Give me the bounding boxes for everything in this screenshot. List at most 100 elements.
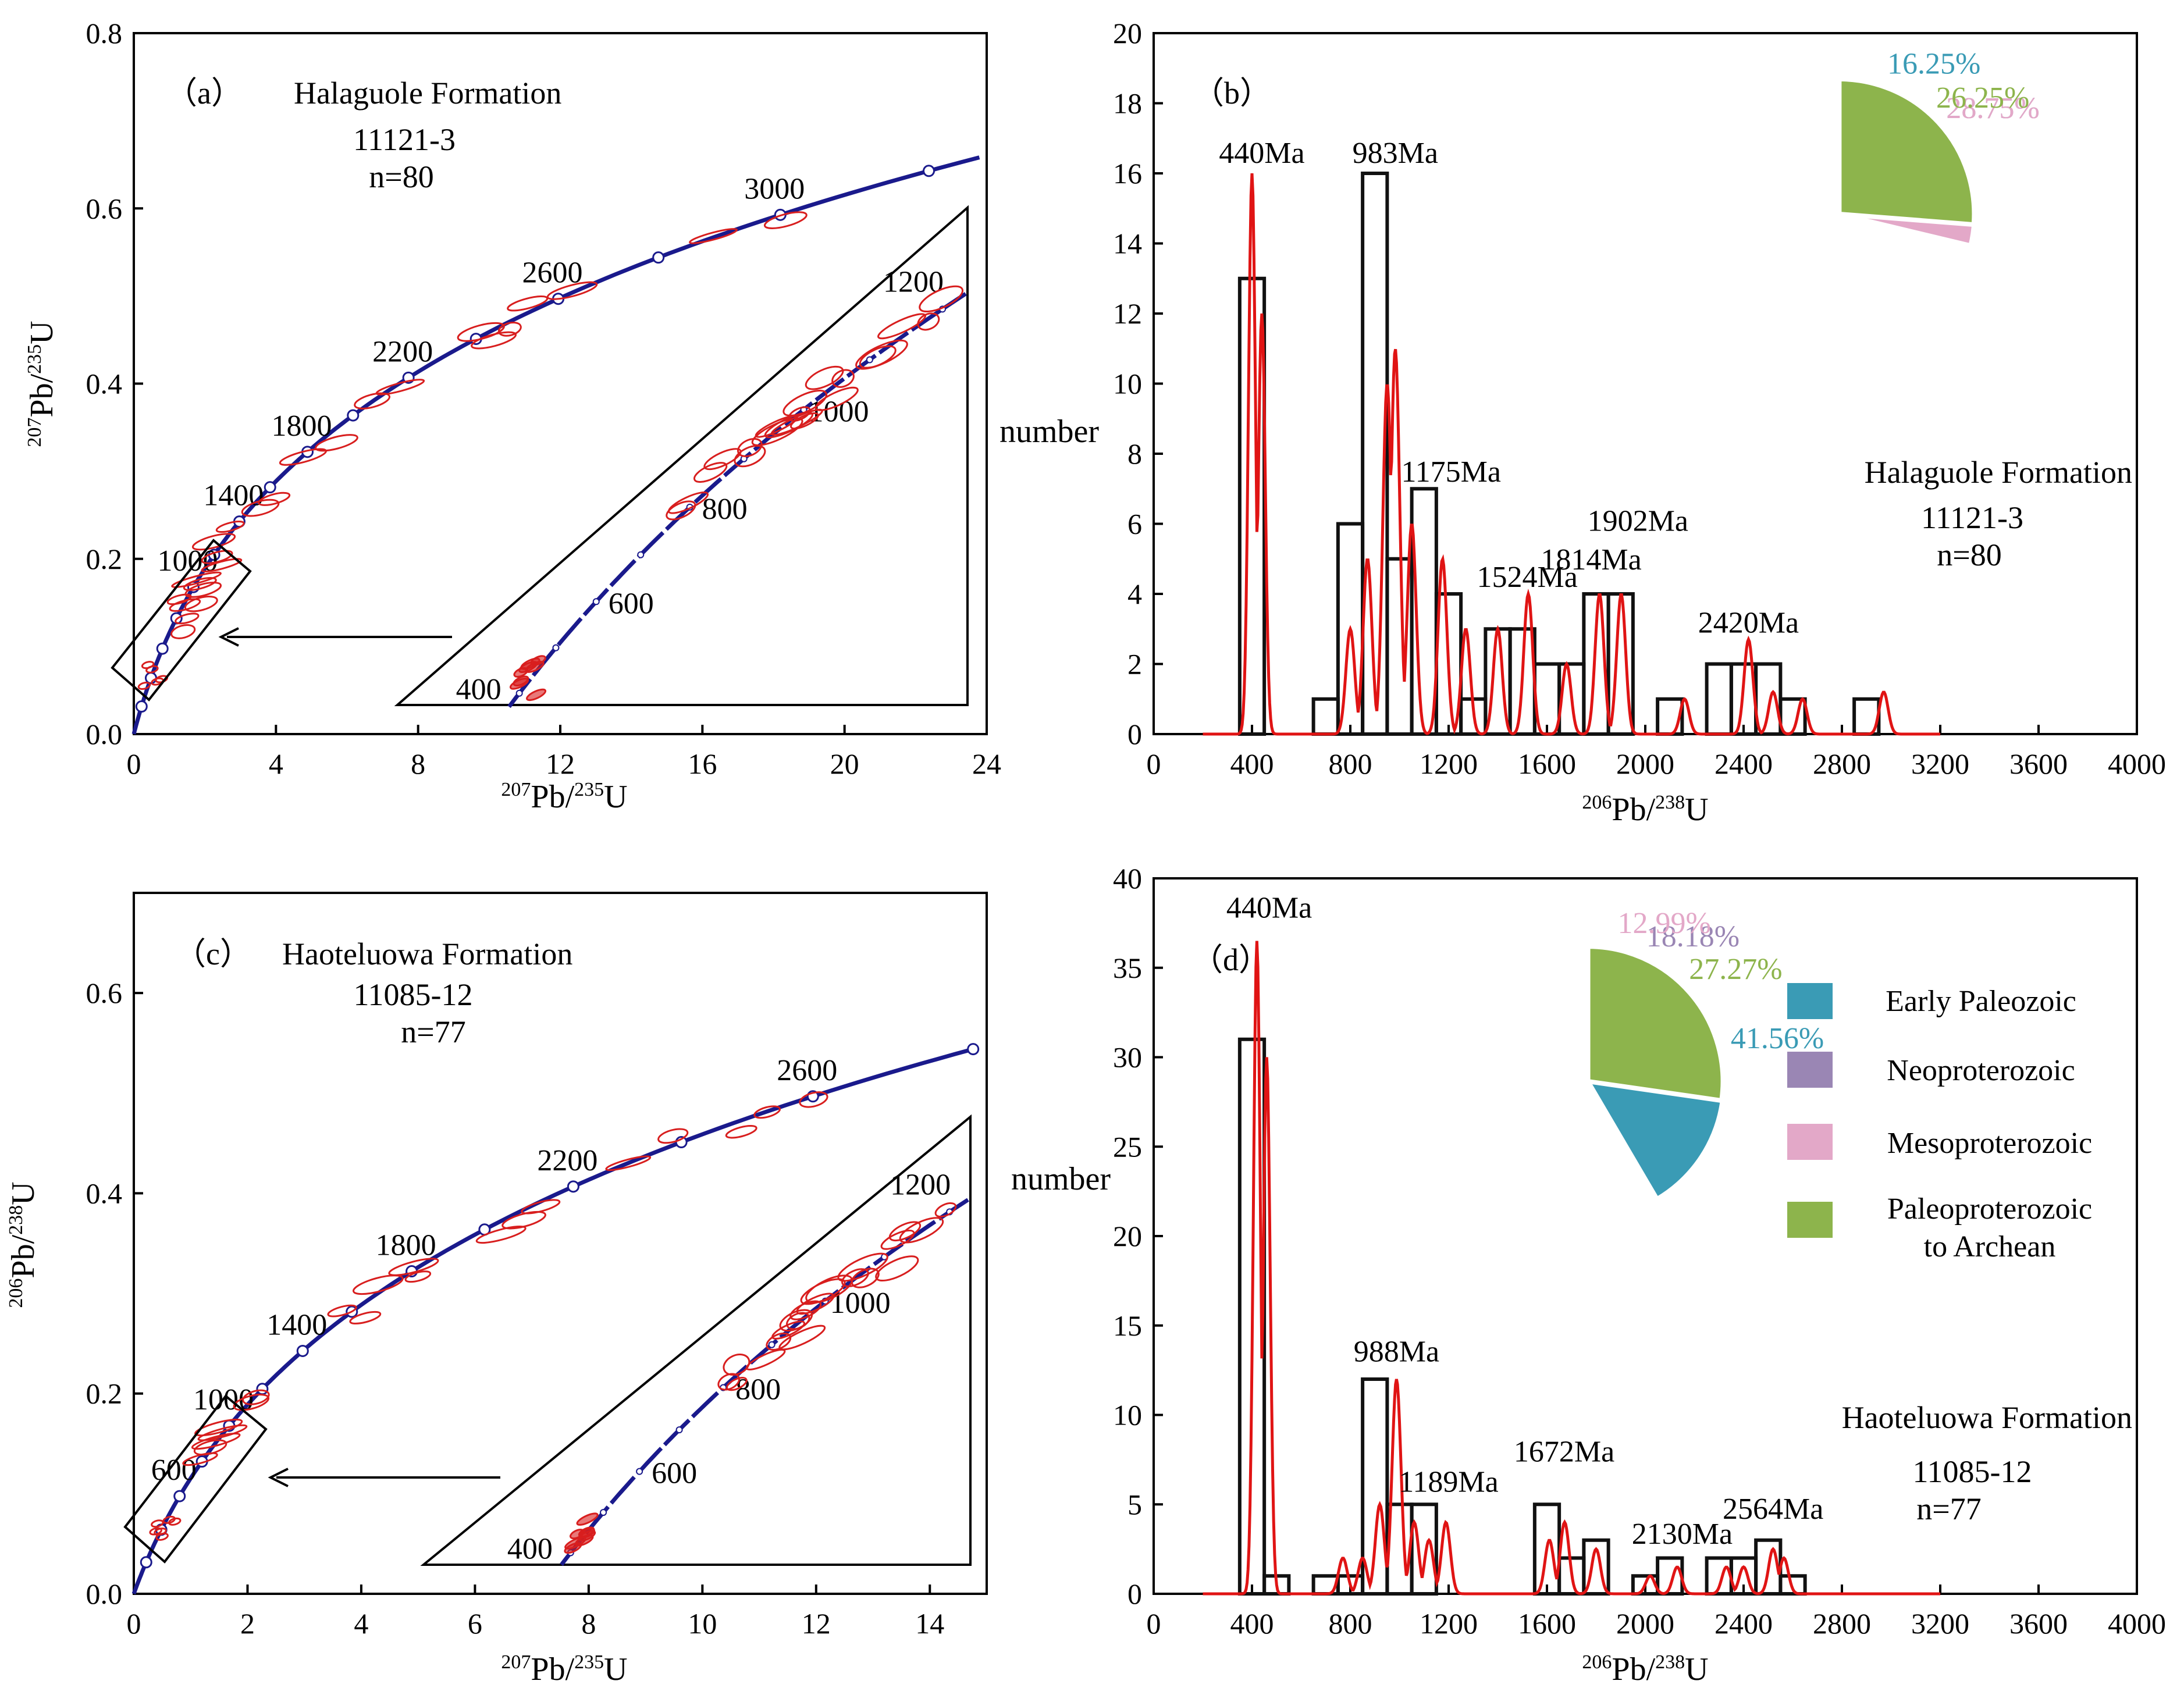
analysis-ellipse [184,596,218,613]
analysis-ellipse [404,1270,432,1283]
concordia-curve [131,155,980,735]
inset-ellipse [790,412,819,430]
legend: Early Paleozoic Neoproterozoic Mesoprote… [1787,983,2092,1263]
analysis-ellipse [197,1424,248,1441]
analysis-ellipse [183,576,217,591]
analysis-ellipse [242,1389,270,1405]
panel-d-pie: 41.56% 18.18%12.99% 27.27% [1584,907,1824,1203]
panel-c-zoom-box [123,1394,268,1564]
analysis-ellipse [725,1125,757,1139]
age-marker [173,1490,186,1502]
inset-age-marker [515,689,523,697]
panel-c-sample: 11085-12 [354,977,473,1012]
inset-ellipse [934,1202,957,1218]
x-tick-label: 8 [581,1607,596,1640]
histogram-bar [1237,1037,1267,1596]
pie-label: 26.25% [1936,81,2029,115]
analysis-ellipse [170,624,196,639]
inset-ellipse [831,369,855,388]
panel-b-sample: 11121-3 [1921,500,2023,535]
peak-label: 440Ma [1226,892,1312,925]
y-tick-label: 0 [1127,718,1142,750]
y-tick-label: 2 [1127,648,1142,681]
x-tick-label: 4000 [2108,1607,2166,1640]
x-tick-label: 400 [1230,1607,1274,1640]
inset-age-label: 1000 [830,1287,891,1320]
x-tick-label: 800 [1329,1607,1372,1640]
analysis-ellipse [471,331,517,350]
peak-label: 1524Ma [1477,561,1578,594]
inset-age-marker [768,1341,776,1348]
panel-a: 0 4 8 12 16 20 24 0.0 0.2 0.4 0.6 0.8 1000 1400 1800 2… [24,17,1001,815]
x-tick-label: 1600 [1518,1607,1576,1640]
analysis-ellipse [497,322,522,337]
panel-c-arrow-head [268,1468,289,1487]
panel-d-sample: 11085-12 [1913,1454,2032,1489]
y-tick-label: 0.2 [86,543,123,575]
panel-d-n: n=77 [1916,1491,1981,1526]
analysis-ellipse [689,228,738,244]
peak-label: 1672Ma [1514,1435,1614,1468]
panel-d-histogram [1237,1037,1807,1596]
panel-b-n: n=80 [1937,537,2001,572]
analysis-ellipse [215,521,245,533]
inset-age-marker [592,598,600,606]
inset-age-label: 1200 [883,265,944,298]
analysis-ellipse [201,558,243,572]
analysis-ellipse [753,1105,781,1119]
histogram-bar [1778,1574,1807,1596]
panel-a-ylabel: 207Pb/235U [24,321,60,447]
legend-swatch-early-paleozoic [1787,983,1833,1019]
pie-label: 28.75% [1946,92,2039,125]
inset-age-marker [637,551,645,558]
inset-ellipse [666,500,696,521]
legend-label-paleoproterozoic: Paleoproterozoic [1887,1192,2092,1226]
analysis-ellipse [194,1419,243,1437]
inset-ellipse [888,1221,922,1242]
x-tick-label: 2800 [1813,747,1871,780]
age-marker [264,481,276,494]
panel-c-ylabel: 206Pb/238U [5,1181,41,1308]
age-marker [652,251,665,264]
peak-label: 2130Ma [1632,1518,1733,1551]
inset-age-label: 600 [652,1457,697,1490]
inset-age-label: 800 [702,493,748,526]
panel-a-n: n=80 [369,159,433,194]
age-label: 3000 [744,172,805,205]
pie-slice [1585,944,1726,1103]
legend-swatch-neoproterozoic [1787,1052,1833,1088]
x-tick-label: 2400 [1715,747,1773,780]
y-tick-label: 5 [1127,1488,1142,1521]
peak-label: 1189Ma [1399,1466,1498,1499]
histogram-bar [1311,697,1340,736]
inset-ellipse [782,390,828,416]
inset-age-label: 400 [507,1532,553,1565]
x-tick-label: 1600 [1518,747,1576,780]
inset-age-label: 1200 [890,1168,951,1201]
analysis-ellipse [375,379,425,396]
x-tick-label: 4 [354,1607,368,1640]
panel-c: 0 2 4 6 8 10 12 14 0.0 0.2 0.4 0.6 600 1000 1400 1800 2… [5,892,988,1687]
analysis-ellipse [546,281,598,300]
x-tick-label: 4000 [2108,747,2166,780]
inset-ellipse [525,661,545,673]
inset-ellipse [837,1252,888,1282]
peak-label: 1175Ma [1402,455,1501,489]
age-marker [256,1383,269,1395]
x-tick-label: 400 [1230,747,1274,780]
analysis-ellipse [501,1210,546,1230]
y-tick-label: 35 [1113,952,1142,984]
inset-ellipse [717,1373,740,1391]
inset-ellipse [778,1324,826,1351]
inset-ellipse [576,1512,599,1526]
pie-label: 27.27% [1689,953,1782,986]
x-tick-label: 0 [127,747,141,780]
y-tick-label: 0.0 [86,718,123,750]
legend-label-early-paleozoic: Early Paleozoic [1886,985,2076,1018]
x-tick-label: 2000 [1616,1607,1674,1640]
x-tick-label: 20 [830,747,859,780]
panel-d-ticks: 0 400 800 1200 1600 2000 2400 2800 3200 3600 4000 0… [1113,862,2166,1640]
x-tick-label: 6 [468,1607,482,1640]
